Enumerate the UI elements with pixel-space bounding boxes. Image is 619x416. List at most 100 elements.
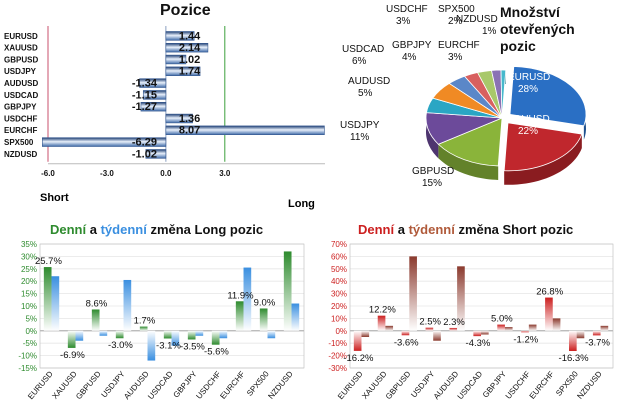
pie-label-name: USDJPY: [340, 120, 380, 131]
long-title-rest: změna Long pozic: [146, 222, 264, 237]
y-tick-label: 15%: [21, 290, 37, 299]
position-value-label: 8.07: [179, 125, 200, 137]
data-label: 1.7%: [134, 316, 156, 327]
weekly-bar-xauusd: [385, 325, 394, 331]
data-label: -3.7%: [585, 337, 610, 348]
pie-title-line-3: pozic: [500, 38, 536, 54]
y-tick-label: 20%: [21, 277, 37, 286]
daily-bar-eurchf: [235, 301, 244, 331]
data-label: 5.0%: [491, 314, 513, 325]
short-title-daily: Denní: [358, 222, 395, 237]
long-change-chart: Denní a týdenní změna Long pozic 35% 30% 2…: [0, 218, 310, 411]
daily-bar-usdjpy: [425, 327, 434, 331]
data-label: -16.3%: [559, 353, 590, 364]
category-label: USDCAD: [146, 369, 175, 401]
pie-label-value: 28%: [518, 84, 538, 95]
pie-label-value: 15%: [422, 178, 442, 189]
position-bar-xauusd: [165, 42, 209, 53]
daily-bar-nzdusd: [283, 251, 292, 331]
short-change-chart: Denní a týdenní změna Short pozic 70% 60%…: [310, 218, 619, 411]
pie-title: Množství otevřených pozic: [500, 4, 575, 55]
daily-bar-xauusd: [377, 315, 386, 331]
data-label: -4.3%: [466, 338, 491, 349]
long-change-title: Denní a týdenní změna Long pozic: [50, 222, 263, 237]
position-value-label: 1.44: [179, 30, 201, 42]
position-bar-gbpjpy: [140, 102, 167, 112]
weekly-bar-spx500: [267, 330, 276, 339]
y-tick-label: -10%: [328, 339, 347, 348]
daily-bar-gbpusd: [91, 309, 100, 331]
weekly-bar-nzdusd: [291, 303, 300, 331]
daily-bar-audusd: [449, 327, 458, 331]
daily-bar-xauusd: [67, 330, 76, 348]
category-label: NZDUSD: [266, 369, 294, 400]
y-tick-label: 10%: [21, 302, 37, 311]
data-label: 2.5%: [419, 317, 441, 328]
pie-label-value: 3%: [448, 52, 463, 63]
category-label: GBPUSD: [384, 369, 413, 401]
position-x-tick: -3.0: [100, 169, 114, 178]
weekly-bar-eurchf: [243, 267, 252, 331]
position-value-label: 1.02: [179, 54, 200, 66]
pie-slice-eurusd: [509, 66, 587, 127]
weekly-bar-usdcad: [171, 330, 180, 346]
pie-label-value: 1%: [482, 26, 497, 37]
y-tick-label: 0%: [335, 327, 347, 336]
long-title-daily: Denní: [50, 222, 87, 237]
y-tick-label: 30%: [21, 252, 37, 261]
data-label: -5.6%: [204, 347, 229, 358]
pie-label-name: USDCAD: [342, 44, 384, 55]
pie-label-value: 4%: [402, 52, 417, 63]
pie-label-name: GBPUSD: [412, 166, 454, 177]
position-value-label: -1.34: [132, 78, 158, 90]
data-label: 9.0%: [254, 297, 276, 308]
position-value-label: -1.27: [132, 101, 157, 113]
weekly-bar-nzdusd: [600, 325, 609, 331]
short-change-title: Denní a týdenní změna Short pozic: [358, 222, 573, 237]
y-tick-label: 5%: [25, 314, 37, 323]
daily-bar-eurusd: [43, 267, 52, 331]
weekly-bar-audusd: [147, 330, 156, 361]
pie-label-name: EURCHF: [438, 40, 480, 51]
data-label: 12.2%: [369, 305, 396, 316]
data-label: 26.8%: [536, 287, 563, 298]
pie-label-name: USDCHF: [386, 4, 428, 15]
pie-label-value: 22%: [518, 126, 538, 137]
data-label: -6.9%: [60, 350, 85, 361]
position-category-label: EURCHF: [4, 126, 37, 135]
position-x-tick: 0.0: [160, 169, 172, 178]
pie-label-value: 5%: [358, 88, 373, 99]
position-bar-nzdusd: [145, 149, 167, 159]
data-label: -16.2%: [343, 353, 374, 364]
daily-bar-usdcad: [473, 330, 482, 337]
position-category-label: NZDUSD: [4, 150, 38, 159]
daily-bar-usdcad: [163, 330, 172, 339]
position-bar-usdcad: [142, 90, 167, 100]
category-label: GBPUSD: [74, 369, 103, 401]
daily-bar-gbpjpy: [187, 330, 196, 340]
category-label: EURCHF: [528, 369, 556, 400]
daily-bar-spx500: [569, 330, 577, 352]
daily-bar-nzdusd: [592, 330, 601, 336]
position-category-label: SPX500: [4, 138, 34, 147]
pie-label-name: SPX500: [438, 4, 475, 15]
y-tick-label: 35%: [21, 240, 37, 249]
long-label: Long: [288, 198, 315, 210]
long-svg: 35%30%25%20%15%10%5%0%-5%-10%-15%EURUSD2…: [18, 240, 305, 401]
position-category-label: AUDUSD: [4, 79, 38, 88]
short-title-weekly: týdenní: [408, 222, 455, 237]
pie-label-value: 2%: [448, 16, 463, 27]
position-bar-usdjpy: [165, 66, 201, 77]
pie-title-line-2: otevřených: [500, 21, 575, 37]
weekly-bar-usdchf: [528, 324, 537, 331]
y-tick-label: -15%: [18, 364, 37, 373]
y-tick-label: 20%: [331, 302, 347, 311]
y-tick-label: -5%: [23, 339, 37, 348]
weekly-bar-spx500: [576, 330, 585, 339]
category-label: NZDUSD: [575, 369, 603, 400]
position-bar-eurusd: [165, 31, 195, 41]
position-x-tick: 3.0: [219, 169, 231, 178]
data-label: 11.9%: [227, 290, 254, 301]
weekly-bar-usdjpy: [433, 330, 441, 341]
